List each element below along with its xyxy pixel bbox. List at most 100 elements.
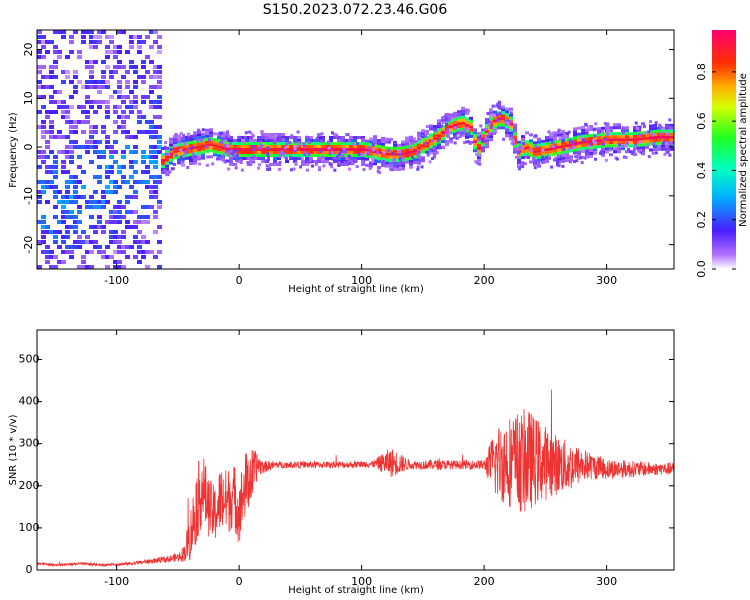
spectrogram-cell	[177, 143, 181, 147]
spectrogram-cell	[514, 155, 518, 159]
spectrogram-cell	[125, 80, 130, 84]
spectrogram-cell	[41, 35, 46, 39]
spectrogram-cell	[609, 135, 613, 139]
spectrogram-cell	[461, 106, 465, 110]
spectrogram-cell	[125, 255, 130, 259]
spectrogram-cell	[345, 145, 349, 148]
spectrogram-cell	[485, 139, 489, 143]
spectrogram-cell	[557, 142, 561, 146]
spectrogram-cell	[277, 142, 281, 145]
spectrogram-cell	[65, 180, 70, 184]
spectrogram-cell	[273, 151, 277, 154]
spectrogram-cell	[546, 154, 550, 158]
spectrogram-cell	[369, 161, 373, 165]
spectrogram-cell	[257, 145, 261, 148]
spectrogram-cell	[529, 151, 533, 155]
spectrogram-cell	[613, 150, 617, 154]
spectrogram-cell	[53, 255, 58, 259]
spectrogram-cell	[557, 128, 561, 132]
spectrogram-cell	[446, 132, 450, 136]
spectrogram-cell	[473, 146, 477, 150]
spectrogram-cell	[501, 105, 505, 109]
spectrogram-cell	[469, 122, 473, 126]
spectrogram-cell	[325, 148, 329, 151]
spectrogram-cell	[649, 133, 653, 137]
spectrogram-cell	[376, 151, 380, 155]
spectrogram-cell	[85, 30, 90, 34]
spectrogram-cell	[179, 131, 183, 135]
spectrogram-cell	[93, 80, 98, 84]
spectrogram-cell	[209, 140, 213, 144]
spectrogram-cell	[385, 158, 389, 162]
spectrogram-cell	[113, 260, 118, 264]
spectrogram-cell	[69, 195, 74, 199]
spectrogram-cell	[157, 100, 162, 104]
spectrogram-cell	[661, 132, 665, 136]
spectrogram-cell	[473, 134, 477, 138]
spectrogram-cell	[109, 40, 114, 44]
spectrogram-cell	[89, 240, 94, 244]
spectrogram-cell	[551, 131, 555, 135]
spectrogram-cell	[89, 75, 94, 79]
spectrogram-cell	[305, 145, 309, 148]
spectrogram-cell	[179, 148, 183, 152]
spectrogram-cell	[641, 137, 645, 141]
spectrogram-cell	[237, 151, 241, 154]
spectrogram-cell	[556, 163, 560, 167]
spectrogram-cell	[117, 210, 122, 214]
spectrogram-cell	[323, 160, 327, 164]
spectrogram-cell	[105, 220, 110, 224]
spectrogram-cell	[89, 135, 94, 139]
spectrogram-cell	[85, 265, 90, 269]
spectrogram-cell	[261, 148, 265, 151]
spectrogram-cell	[425, 147, 429, 151]
spectrogram-cell	[49, 135, 54, 139]
spectrogram-cell	[337, 164, 341, 168]
spectrogram-cell	[362, 168, 366, 172]
spectrogram-cell	[649, 136, 653, 140]
spectrogram-cell	[237, 139, 241, 142]
spectrogram-cell	[385, 164, 389, 168]
spectrogram-cell	[585, 140, 589, 144]
spectrogram-cell	[240, 168, 244, 172]
spectrogram-cell	[225, 159, 229, 163]
spectrogram-cell	[321, 148, 325, 151]
spectrogram-cell	[473, 128, 477, 132]
spectrogram-cell	[638, 125, 642, 129]
spectrogram-cell	[328, 151, 332, 155]
spectrogram-cell	[584, 131, 588, 135]
spectrogram-cell	[289, 136, 293, 139]
spectrogram-cell	[653, 139, 657, 143]
spectrogram-cell	[465, 117, 469, 121]
spectrogram-cell	[368, 166, 372, 170]
spectrogram-cell	[533, 141, 537, 145]
spectrogram-cell	[137, 230, 142, 234]
spectrogram-cell	[277, 157, 281, 160]
spectrogram-cell	[333, 142, 337, 145]
snr-plot-area	[37, 330, 674, 570]
spectrogram-cell	[61, 220, 66, 224]
spectrogram-cell	[449, 137, 453, 141]
spectrogram-cell	[187, 133, 191, 137]
spectrogram-cell	[81, 265, 86, 269]
spectrogram-cell	[633, 153, 637, 157]
spectrogram-cell	[109, 215, 114, 219]
spectrogram-cell	[251, 144, 255, 148]
spectrogram-cell	[581, 155, 585, 159]
spectrogram-cell	[369, 137, 373, 141]
spectrogram-cell	[105, 140, 110, 144]
spectrogram-cell	[661, 147, 665, 151]
spectrogram-cell	[513, 147, 517, 151]
spectrogram-cell	[201, 135, 205, 139]
spectrogram-cell	[193, 143, 197, 147]
spectrogram-cell	[57, 230, 62, 234]
spectrogram-cell	[149, 130, 154, 134]
spectrogram-cell	[329, 142, 333, 145]
spectrogram-cell	[41, 220, 46, 224]
spectrogram-cell	[405, 136, 409, 140]
spectrogram-cell	[252, 160, 256, 164]
spectrogram-cell	[189, 162, 193, 166]
spectrogram-cell	[598, 151, 602, 155]
spectrogram-cell	[634, 121, 638, 125]
spectrogram-cell	[443, 114, 447, 118]
